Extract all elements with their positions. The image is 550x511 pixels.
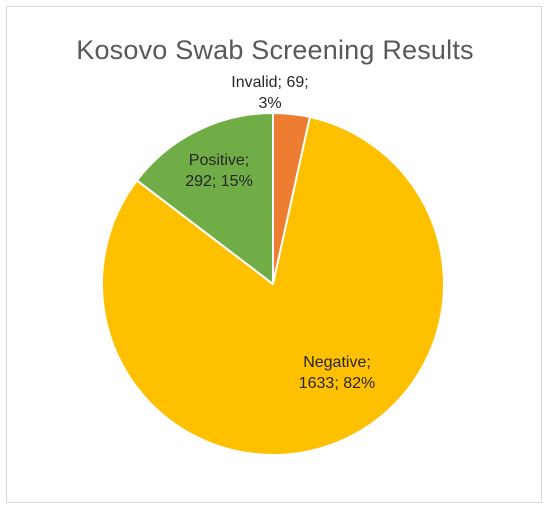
- pie-slices: [101, 112, 445, 457]
- pie-slice-positive: [135, 112, 274, 285]
- chart-title: Kosovo Swab Screening Results: [76, 35, 474, 65]
- data-label-line: Invalid; 69;: [231, 74, 308, 91]
- data-label-invalid: Invalid; 69; 3%: [231, 74, 308, 112]
- pie-chart: Invalid; 69; 3% Negative; 1633; 82% Positive…: [101, 74, 445, 457]
- data-label-line: Positive;: [189, 152, 249, 169]
- data-label-line: 3%: [258, 95, 281, 112]
- data-label-line: Negative;: [303, 354, 371, 371]
- data-label-line: 292; 15%: [185, 173, 253, 190]
- chart-frame: Kosovo Swab Screening Results Invalid; 6…: [6, 6, 542, 503]
- data-label-positive: Positive; 292; 15%: [185, 152, 253, 190]
- pie-slice-negative: [101, 116, 445, 457]
- pie-labels: Invalid; 69; 3% Negative; 1633; 82% Positive…: [185, 74, 375, 392]
- data-label-negative: Negative; 1633; 82%: [299, 354, 376, 392]
- data-label-line: 1633; 82%: [299, 375, 376, 392]
